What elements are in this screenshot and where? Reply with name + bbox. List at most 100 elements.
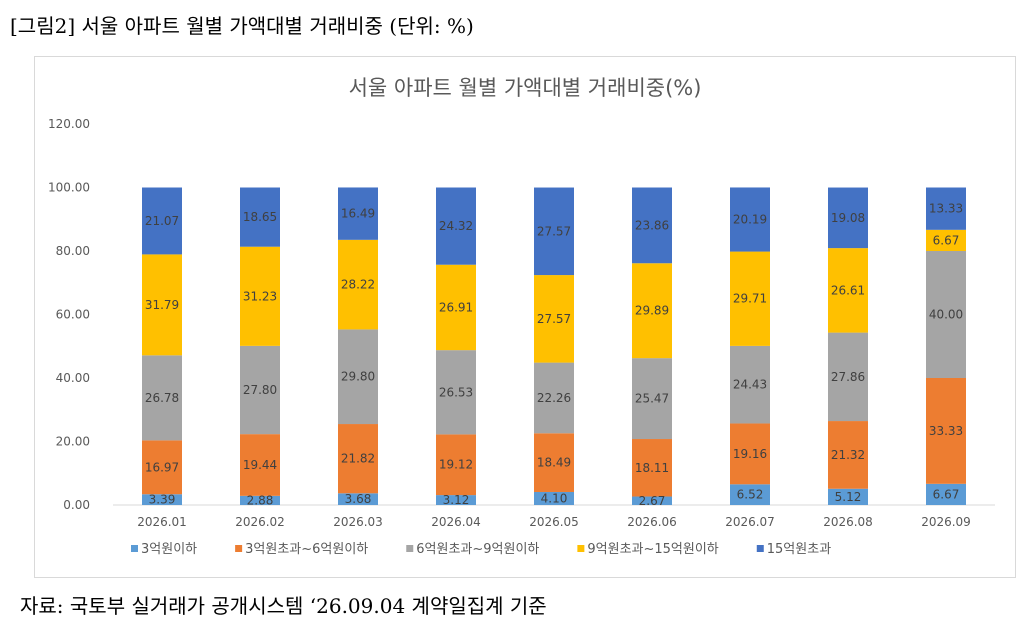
data-label: 27.86	[831, 370, 865, 384]
bar-segment	[142, 254, 182, 356]
x-tick-label: 2026.09	[921, 515, 971, 529]
data-label: 40.00	[929, 308, 963, 322]
bar-segment	[828, 332, 868, 422]
legend-swatch	[577, 545, 585, 552]
data-label: 26.78	[145, 391, 179, 405]
bar-segment	[730, 423, 770, 485]
legend-label: 3억원초과~6억원이하	[245, 542, 368, 557]
bar-segment	[828, 187, 868, 249]
bar-segment	[240, 187, 280, 247]
data-label: 27.57	[537, 224, 571, 238]
data-label: 19.16	[733, 447, 767, 461]
bar-segment	[632, 187, 672, 264]
data-label: 16.49	[341, 207, 375, 221]
legend-label: 9억원초과~15억원이하	[587, 542, 718, 557]
bar-segment	[632, 263, 672, 359]
bar-segment	[926, 187, 966, 230]
bar-segment	[338, 187, 378, 240]
bar-segment	[730, 484, 770, 505]
legend: 3억원이하 3억원초과~6억원이하 6억원초과~9억원이하 9억원초과~15억원이하 1…	[131, 542, 831, 557]
x-tick-label: 2026.08	[823, 515, 873, 529]
data-label: 25.47	[635, 392, 669, 406]
data-label: 33.33	[929, 424, 963, 438]
bar-segment	[534, 491, 574, 505]
legend-label: 6억원초과~9억원이하	[416, 542, 539, 557]
data-label: 19.44	[243, 458, 277, 472]
data-label: 13.33	[929, 202, 963, 216]
data-label: 2.67	[639, 494, 666, 508]
bar-segment	[338, 239, 378, 330]
bar-segment	[240, 246, 280, 346]
data-label: 18.49	[537, 456, 571, 470]
bar-segment	[436, 187, 476, 265]
bar-segment	[142, 494, 182, 505]
data-label: 26.53	[439, 385, 473, 399]
bar-segment	[240, 345, 280, 435]
bar-segment	[338, 493, 378, 505]
bar-segment	[436, 434, 476, 496]
data-label: 21.82	[341, 452, 375, 466]
data-label: 3.39	[149, 493, 176, 507]
y-tick-label: 40.00	[56, 371, 90, 385]
data-label: 31.79	[145, 298, 179, 312]
bar-segment	[632, 439, 672, 497]
bar-segment	[730, 251, 770, 346]
x-tick-label: 2026.02	[235, 515, 285, 529]
data-label: 29.71	[733, 292, 767, 306]
y-tick-label: 20.00	[56, 435, 90, 449]
data-label: 3.68	[345, 492, 372, 506]
data-label: 19.08	[831, 211, 865, 225]
x-tick-label: 2026.04	[431, 515, 481, 529]
legend-label: 15억원초과	[767, 542, 831, 557]
bar-segment	[240, 495, 280, 505]
data-label: 18.65	[243, 210, 277, 224]
data-label: 6.67	[933, 487, 960, 501]
data-label: 4.10	[541, 491, 568, 505]
bar-segment	[828, 488, 868, 505]
legend-swatch	[756, 545, 764, 552]
bar-segment	[828, 248, 868, 333]
data-label: 24.32	[439, 219, 473, 233]
x-tick-label: 2026.06	[627, 515, 677, 529]
bar-segment	[926, 229, 966, 251]
figure-caption: [그림2] 서울 아파트 월별 가액대별 거래비중 (단위: %)	[10, 14, 474, 38]
y-tick-label: 80.00	[56, 244, 90, 258]
legend-swatch	[235, 545, 243, 552]
data-label: 2.88	[247, 493, 274, 507]
data-label: 23.86	[635, 218, 669, 232]
data-label: 16.97	[145, 460, 179, 474]
data-label: 6.52	[737, 488, 764, 502]
bar-segment	[828, 421, 868, 489]
bar-segment	[534, 187, 574, 276]
bar-segment	[436, 495, 476, 505]
bar-segment	[632, 496, 672, 505]
data-label: 26.91	[439, 300, 473, 314]
bar-segment	[534, 433, 574, 492]
legend-label: 3억원이하	[141, 542, 197, 557]
bar-segment	[338, 329, 378, 425]
bar-layer	[142, 187, 966, 505]
legend-swatch	[131, 545, 138, 552]
bar-segment	[534, 275, 574, 363]
data-label-layer: 3.39 16.97 26.78 31.79 21.07 2.88 19.44 27.80 31…	[145, 202, 963, 508]
data-label: 19.12	[439, 458, 473, 472]
bar-segment	[926, 251, 966, 378]
data-label: 24.43	[733, 378, 767, 392]
data-label: 27.80	[243, 383, 277, 397]
data-label: 6.67	[933, 233, 960, 247]
bar-segment	[730, 345, 770, 424]
bar-segment	[142, 355, 182, 441]
data-label: 20.19	[733, 213, 767, 227]
stacked-bar-chart: 서울 아파트 월별 가액대별 거래비중(%) 0.00 20.00 40.00 60.…	[48, 76, 995, 557]
x-tick-label: 2026.05	[529, 515, 579, 529]
data-label: 22.26	[537, 391, 571, 405]
data-label: 21.07	[145, 214, 179, 228]
data-label: 29.80	[341, 370, 375, 384]
bar-segment	[436, 350, 476, 435]
bar-segment	[142, 440, 182, 495]
bar-segment	[338, 424, 378, 494]
data-label: 29.89	[635, 304, 669, 318]
y-tick-label: 60.00	[56, 308, 90, 322]
data-label: 27.57	[537, 312, 571, 326]
source-note: 자료: 국토부 실거래가 공개시스템 ‘26.09.04 계약일집계 기준	[20, 594, 547, 618]
